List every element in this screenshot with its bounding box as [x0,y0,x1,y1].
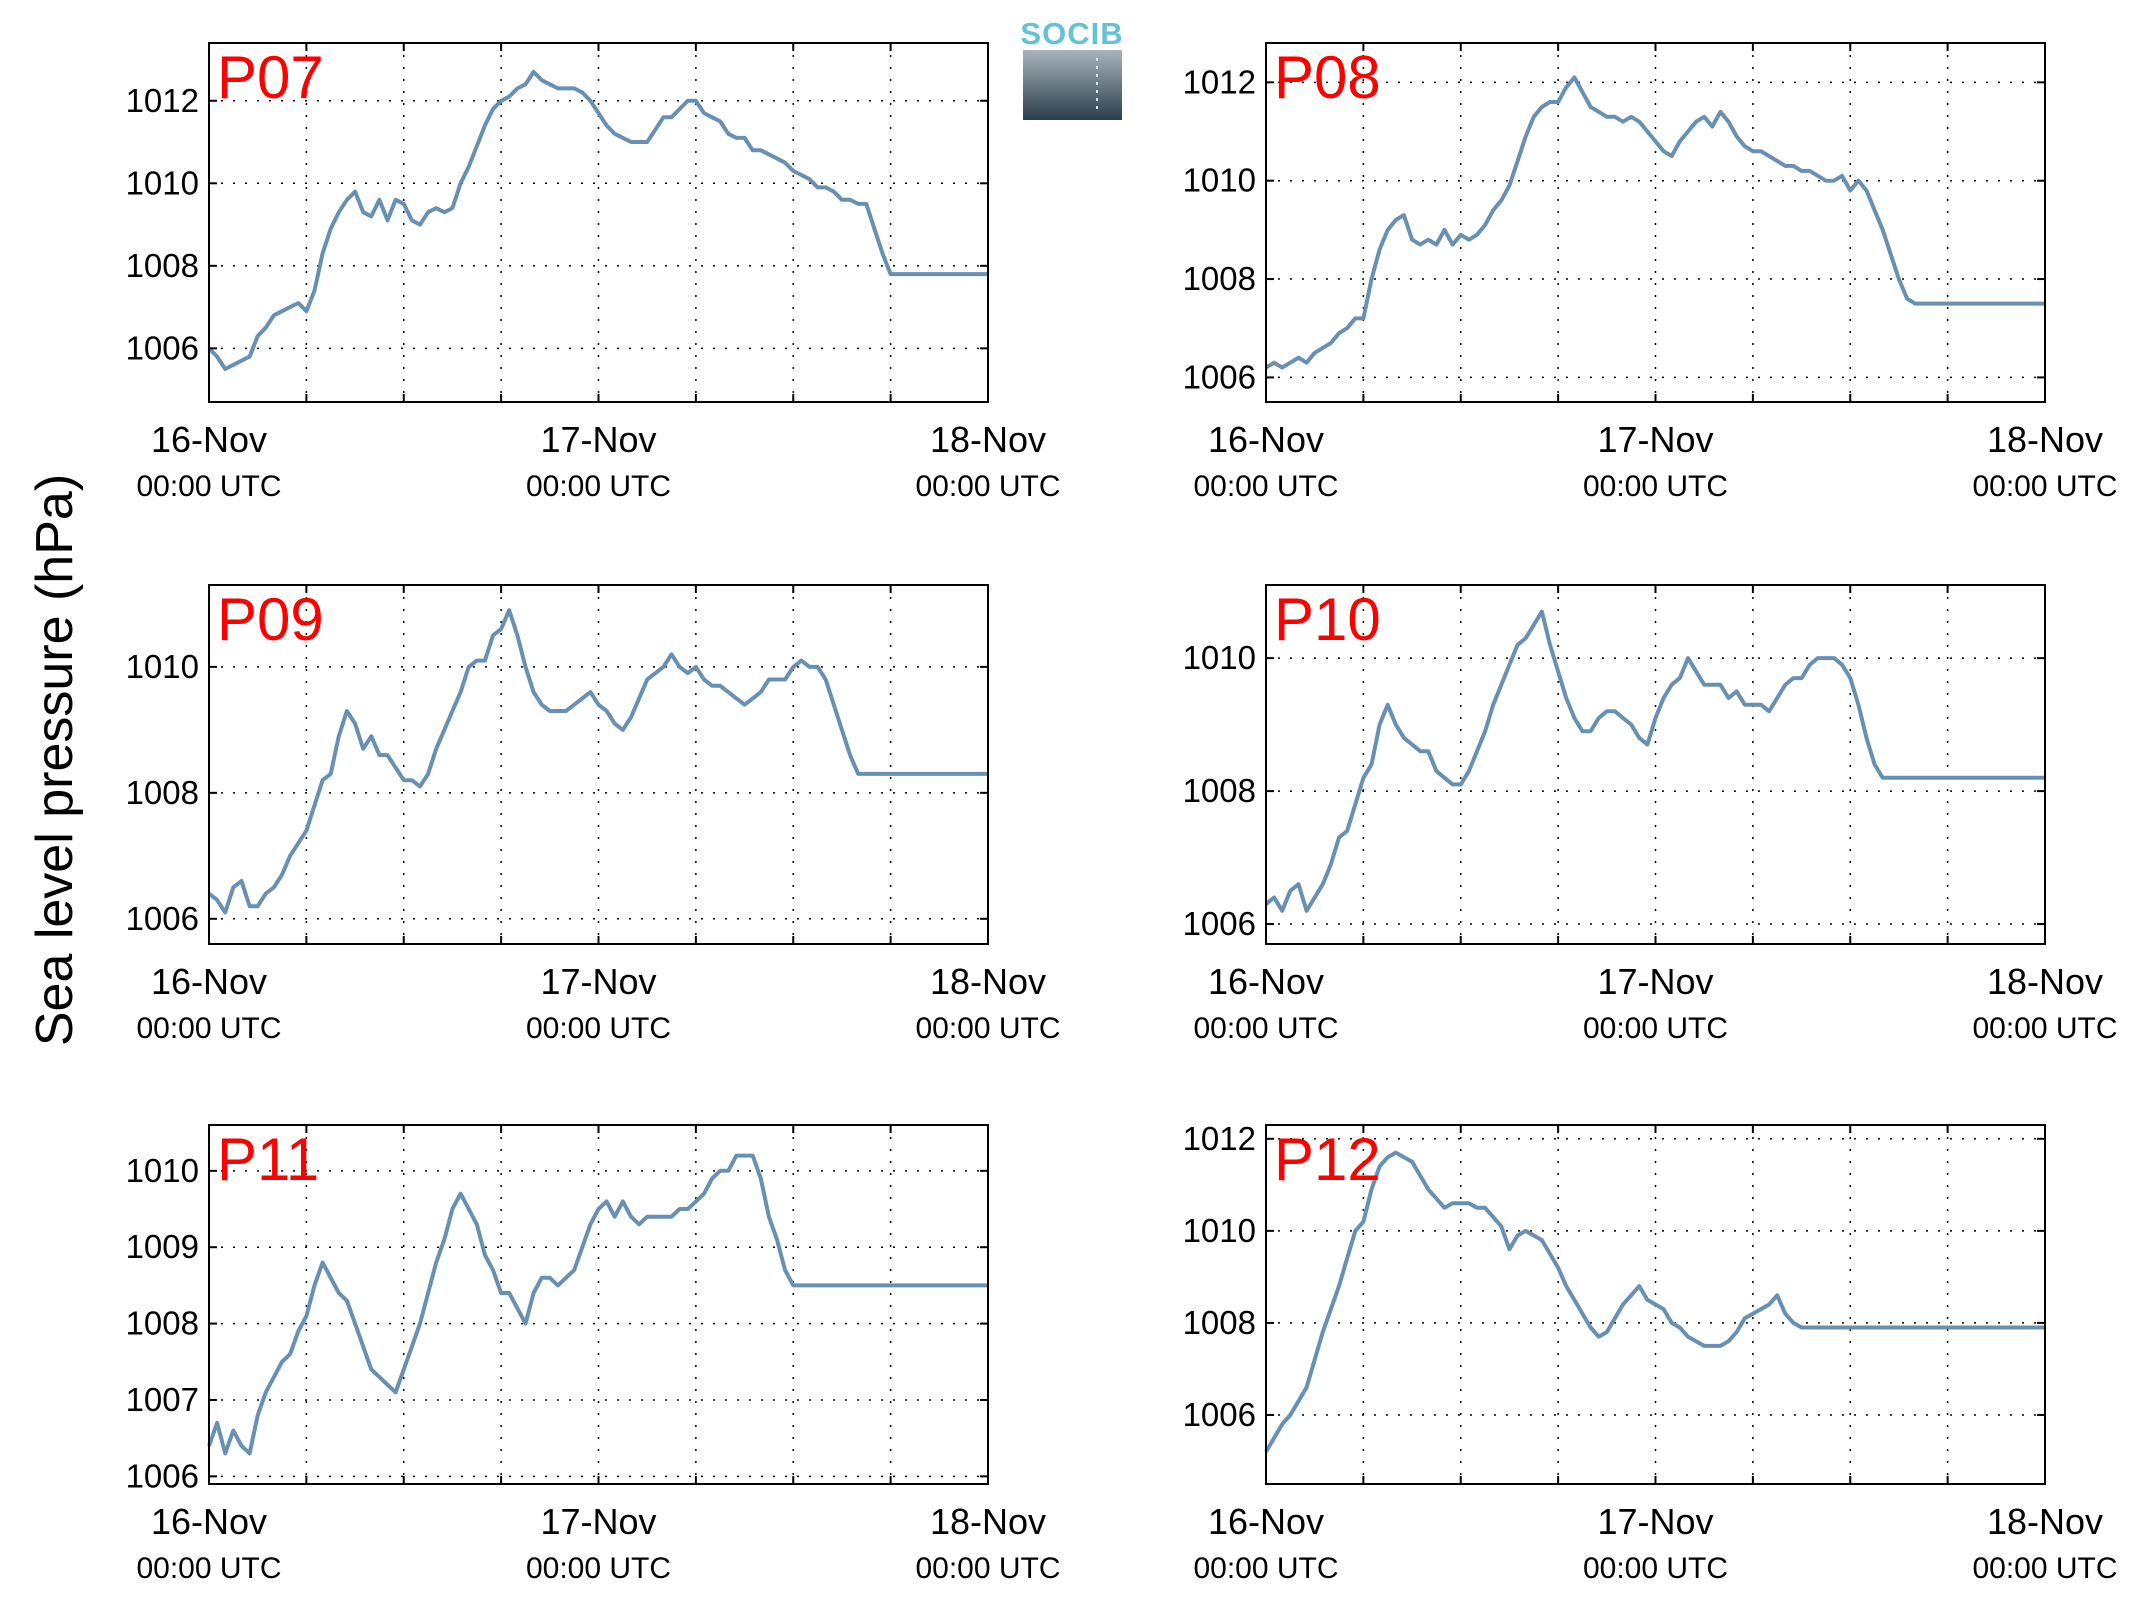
y-tick-label: 1008 [1183,260,1256,297]
socib-logo: SOCIB [1020,16,1123,120]
x-tick-label: 17-Nov [1597,961,1713,1002]
station-label: P12 [1274,1126,1381,1193]
x-tick-label: 18-Nov [930,961,1046,1002]
x-tick-label: 16-Nov [1208,419,1324,460]
panel-p08: 1006 1008 1010 1012 16-Nov 00:00 UTC 17-Nov 00:… [1183,42,2118,503]
station-label: P10 [1274,586,1381,653]
x-tick-sublabel: 00:00 UTC [526,470,671,503]
y-tick-label: 1006 [126,1457,199,1494]
y-tick-label: 1008 [126,774,199,811]
x-tick-label: 16-Nov [151,1501,267,1542]
logo-water-icon [1023,50,1122,120]
y-tick-label: 1010 [1183,1212,1256,1249]
y-tick-label: 1010 [126,1152,199,1189]
x-tick-sublabel: 00:00 UTC [1193,1012,1338,1045]
x-tick-label: 18-Nov [1987,1501,2103,1542]
x-tick-sublabel: 00:00 UTC [1583,470,1728,503]
y-tick-label: 1012 [1183,1120,1256,1157]
x-tick-label: 18-Nov [930,1501,1046,1542]
y-tick-label: 1012 [1183,63,1256,100]
y-tick-label: 1006 [1183,1396,1256,1433]
x-tick-label: 17-Nov [1597,1501,1713,1542]
x-tick-label: 18-Nov [1987,961,2103,1002]
x-tick-label: 18-Nov [1987,419,2103,460]
x-tick-label: 18-Nov [930,419,1046,460]
x-tick-label: 17-Nov [540,1501,656,1542]
panel-p09: 1006 1008 1010 16-Nov 00:00 UTC 17-Nov 00:00 U… [126,584,1061,1045]
x-tick-sublabel: 00:00 UTC [915,470,1060,503]
logo-text: SOCIB [1020,16,1123,51]
x-tick-sublabel: 00:00 UTC [915,1012,1060,1045]
y-tick-label: 1007 [126,1381,199,1418]
y-tick-label: 1012 [126,82,199,119]
x-tick-sublabel: 00:00 UTC [1972,1552,2117,1585]
x-tick-label: 16-Nov [151,419,267,460]
y-tick-label: 1008 [126,1305,199,1342]
y-tick-label: 1010 [126,648,199,685]
y-axis-label: Sea level pressure (hPa) [26,474,84,1046]
y-tick-label: 1008 [1183,772,1256,809]
x-tick-sublabel: 00:00 UTC [136,470,281,503]
y-tick-label: 1008 [1183,1304,1256,1341]
series-line-p08 [1264,75,2045,370]
station-label: P11 [217,1126,319,1193]
y-tick-label: 1006 [1183,358,1256,395]
station-label: P07 [217,44,324,111]
x-tick-label: 17-Nov [1597,419,1713,460]
x-tick-label: 17-Nov [540,961,656,1002]
x-tick-sublabel: 00:00 UTC [1193,1552,1338,1585]
panel-p10: 1006 1008 1010 16-Nov 00:00 UTC 17-Nov 00:00 U… [1183,584,2118,1045]
x-tick-sublabel: 00:00 UTC [1583,1552,1728,1585]
x-tick-label: 16-Nov [1208,1501,1324,1542]
x-tick-sublabel: 00:00 UTC [136,1012,281,1045]
y-tick-label: 1009 [126,1228,199,1265]
x-tick-label: 16-Nov [151,961,267,1002]
x-tick-sublabel: 00:00 UTC [1583,1012,1728,1045]
panel-p12: 1006 1008 1010 1012 16-Nov 00:00 UTC 17-Nov 00:… [1183,1120,2118,1585]
y-tick-label: 1010 [126,164,199,201]
y-tick-label: 1010 [1183,162,1256,199]
series-line-p07 [207,69,988,371]
station-label: P09 [217,586,324,653]
x-tick-sublabel: 00:00 UTC [915,1552,1060,1585]
panel-p07: 1006 1008 1010 1012 16-Nov 00:00 UTC 17-Nov 00:… [126,42,1061,503]
y-tick-label: 1006 [126,329,199,366]
y-tick-label: 1006 [126,900,199,937]
series-line-p11 [207,1153,988,1456]
x-tick-sublabel: 00:00 UTC [136,1552,281,1585]
y-tick-label: 1008 [126,247,199,284]
panel-p11: 1006 1007 1008 1009 1010 16-Nov 00:00 UTC 17-No… [126,1124,1061,1585]
x-tick-label: 17-Nov [540,419,656,460]
series-line-p12 [1264,1150,2045,1453]
x-tick-sublabel: 00:00 UTC [1972,1012,2117,1045]
x-tick-label: 16-Nov [1208,961,1324,1002]
station-label: P08 [1274,44,1381,111]
y-tick-label: 1010 [1183,639,1256,676]
x-tick-sublabel: 00:00 UTC [1193,470,1338,503]
x-tick-sublabel: 00:00 UTC [1972,470,2117,503]
x-tick-sublabel: 00:00 UTC [526,1012,671,1045]
series-line-p10 [1264,609,2045,913]
x-tick-sublabel: 00:00 UTC [526,1552,671,1585]
series-line-p09 [207,608,988,915]
y-tick-label: 1006 [1183,905,1256,942]
